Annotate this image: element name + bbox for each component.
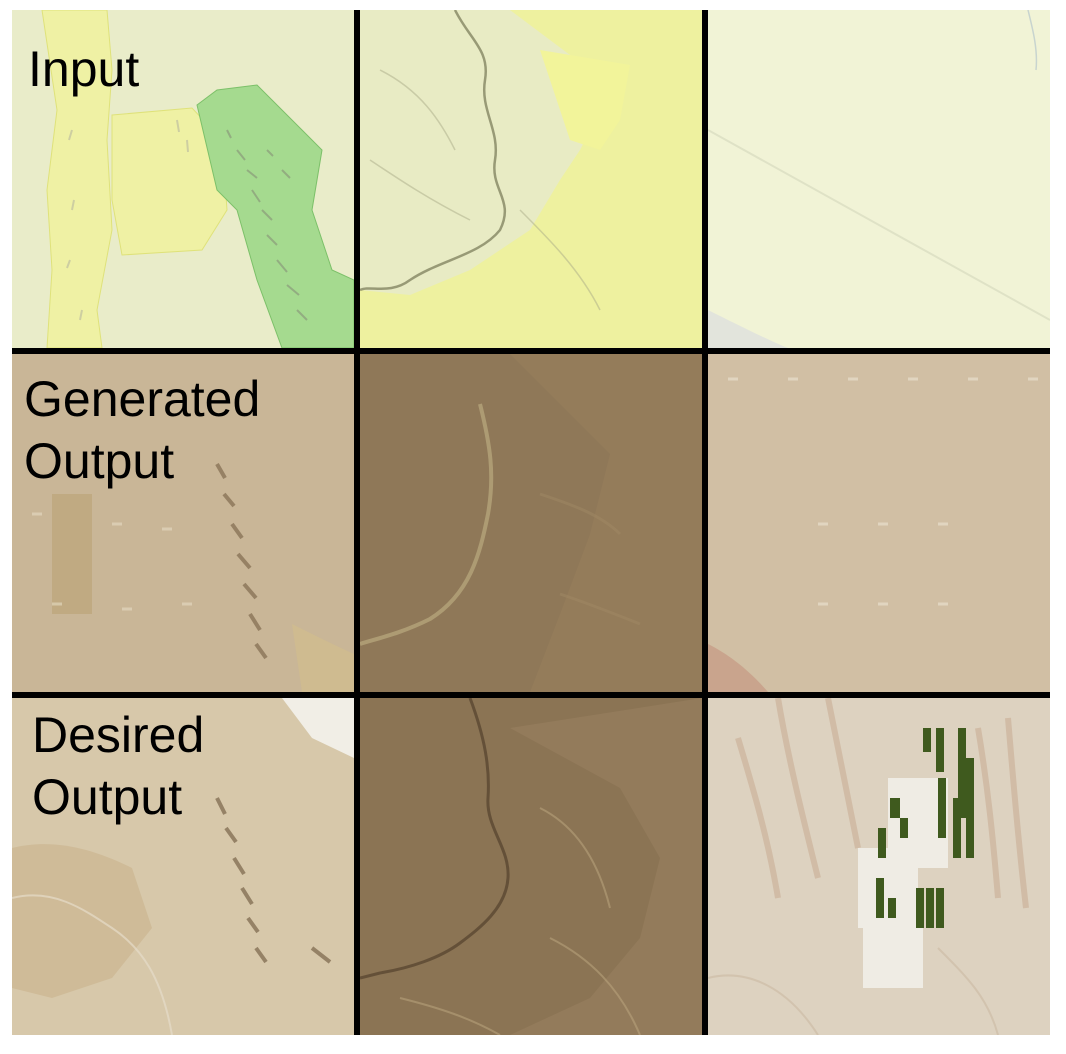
desired-tile-2: [360, 698, 702, 1035]
generated-tile-2-graphic: [360, 354, 702, 692]
generated-tile-3: [708, 354, 1050, 692]
generated-tile-2: [360, 354, 702, 692]
map-tile-1-graphic: [12, 10, 354, 348]
row-label-generated: Generated Output: [24, 371, 261, 489]
row-label-input: Input: [28, 41, 140, 97]
desired-tile-3: [708, 698, 1050, 1035]
desired-tile-2-graphic: [360, 698, 702, 1035]
map-tile-3-graphic: [708, 10, 1050, 348]
input-tile-2: [360, 10, 702, 348]
map-tile-2-graphic: [360, 10, 702, 348]
input-tile-1: Input: [12, 10, 354, 348]
desired-tile-1: Desired Output: [12, 698, 354, 1035]
generated-tile-1: Generated Output: [12, 354, 354, 692]
generated-tile-3-graphic: [708, 354, 1050, 692]
desired-tile-3-graphic: [708, 698, 1050, 1035]
input-tile-3: [708, 10, 1050, 348]
image-comparison-grid: Input: [12, 10, 1050, 1035]
generated-tile-1-graphic: [12, 354, 354, 692]
desired-tile-1-graphic: [12, 698, 354, 1035]
row-label-desired: Desired Output: [32, 707, 205, 825]
